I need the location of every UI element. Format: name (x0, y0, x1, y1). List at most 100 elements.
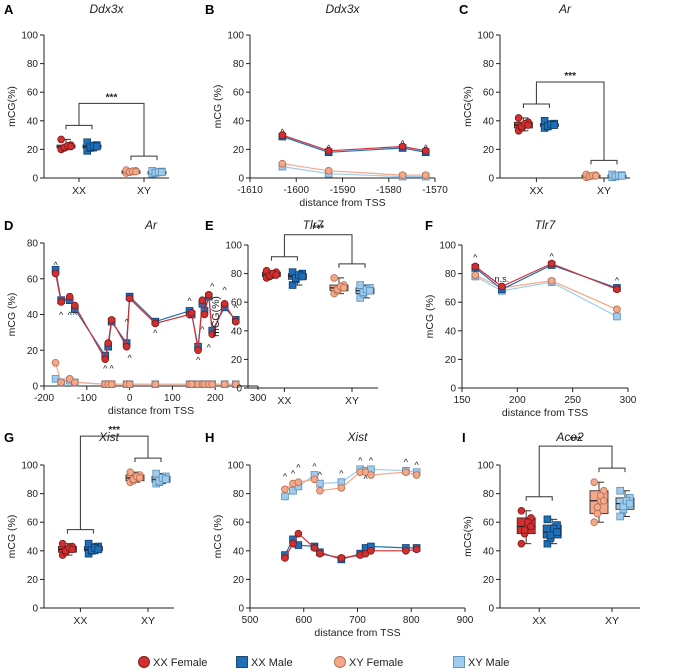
box-xy_female (329, 274, 349, 298)
panel-b: B Ddx3x mCG (%) 0 20 40 60 80 100 -1610 -1600 -1590… (205, 2, 448, 209)
data-point (187, 308, 196, 317)
significance-caret: ^ (234, 303, 239, 313)
significance-bracket: *** (65, 92, 158, 161)
y-tick-label: 40 (27, 546, 39, 557)
y-axis-label: mCG (%) (6, 515, 18, 559)
data-point (198, 296, 207, 305)
data-point (402, 468, 410, 476)
data-point (618, 172, 626, 180)
significance-caret: ^ (207, 342, 212, 352)
y-tick-label: 0 (32, 174, 38, 185)
data-point (337, 484, 346, 492)
significance-caret: ^ (424, 143, 429, 153)
y-tick-label: 20 (27, 145, 39, 156)
data-point (517, 506, 526, 515)
panel-letter: C (459, 2, 469, 17)
significance-caret: ^ (103, 364, 108, 374)
data-point (471, 262, 480, 271)
chart-title: Tlr7 (303, 218, 325, 232)
data-point (616, 486, 624, 495)
significance-caret: ^ (68, 310, 73, 320)
box-xx_female (57, 539, 77, 559)
panel-f: F Tlr7 mCG (%) 0 20 40 60 80 100 150 200 250 300 dist… (424, 218, 637, 419)
significance-caret: ^ (615, 276, 620, 286)
bracket-left (522, 103, 550, 108)
x-tick-label: XX (532, 615, 546, 627)
data-point (616, 512, 624, 521)
series-xy-female (278, 159, 430, 179)
significance-bracket: *** (270, 224, 366, 268)
data-point (151, 380, 160, 389)
x-tick-label: 700 (349, 615, 366, 626)
data-point (613, 312, 621, 321)
x-tick-label: 150 (454, 395, 471, 406)
significance-caret: ^ (318, 470, 323, 480)
x-tick-label: 300 (250, 393, 267, 404)
series-line (475, 274, 618, 310)
x-tick-label: 500 (242, 615, 259, 626)
legend-label: XY Female (349, 657, 403, 669)
significance-caret: ^ (280, 127, 285, 137)
x-tick-label: XY (605, 615, 619, 627)
data-point (330, 274, 339, 282)
x-tick-label: 100 (164, 393, 181, 404)
y-tick-label: 0 (32, 604, 38, 615)
significance-caret: ^ (73, 310, 78, 320)
significance-caret: ^ (415, 460, 420, 470)
y-tick-label: 60 (483, 518, 495, 529)
x-axis-label: distance from TSS (314, 627, 400, 639)
significance-caret: ^ (124, 317, 129, 327)
bracket-top (283, 234, 353, 264)
panel-i: I Ace2 mCG(%) 0 20 40 60 80 100 XX XY *** (462, 430, 640, 627)
y-tick-label: 0 (488, 604, 494, 615)
y-tick-label: 20 (445, 355, 457, 366)
significance-label: *** (106, 92, 118, 103)
data-point (200, 310, 209, 319)
series-xx-female (471, 259, 621, 294)
y-axis-label: mCG (%) (212, 85, 224, 129)
y-tick-label: 60 (483, 88, 495, 99)
legend-item: XY Male (453, 656, 509, 669)
data-point (208, 330, 217, 338)
legend: XX Female XX Male XY Female XY Male (138, 656, 509, 669)
y-tick-label: 20 (483, 575, 495, 586)
box-xy_female (125, 468, 145, 486)
data-point (84, 539, 93, 548)
bracket-right (134, 457, 162, 463)
y-tick-label: 60 (231, 298, 243, 309)
y-axis-label: mCG (%) (212, 515, 224, 559)
data-point (543, 515, 552, 524)
series-xy-male (278, 162, 430, 181)
x-tick-label: XX (72, 185, 86, 197)
data-point (546, 531, 555, 539)
significance-bracket: *** (525, 435, 626, 501)
y-tick-label: 80 (483, 489, 495, 500)
y-tick-label: 60 (27, 274, 39, 285)
panel-letter: G (4, 430, 14, 445)
y-tick-label: 20 (27, 575, 39, 586)
data-point (132, 167, 140, 176)
panel-letter: B (205, 2, 214, 17)
significance-caret: ^ (110, 364, 115, 374)
data-point (547, 259, 556, 268)
panel-letter: F (425, 218, 433, 233)
data-point (51, 358, 60, 367)
data-point (161, 475, 170, 484)
box-xx_male (287, 268, 307, 289)
data-point (71, 378, 79, 387)
box-xx_female (56, 135, 76, 154)
legend-item: XY Female (334, 656, 403, 669)
data-point (339, 284, 348, 292)
significance-caret: ^ (187, 296, 192, 306)
x-tick-label: -1610 (237, 185, 263, 196)
data-point (593, 509, 602, 518)
y-tick-label: 0 (236, 384, 242, 395)
chart-title: Xist (346, 430, 368, 444)
significance-caret: ^ (59, 310, 64, 320)
data-point (367, 471, 375, 479)
y-axis-label: mCG (%) (424, 295, 436, 339)
significance-label: *** (564, 71, 576, 82)
data-point (471, 271, 480, 279)
significance-caret: ^ (369, 456, 374, 466)
legend-swatch (334, 656, 346, 668)
